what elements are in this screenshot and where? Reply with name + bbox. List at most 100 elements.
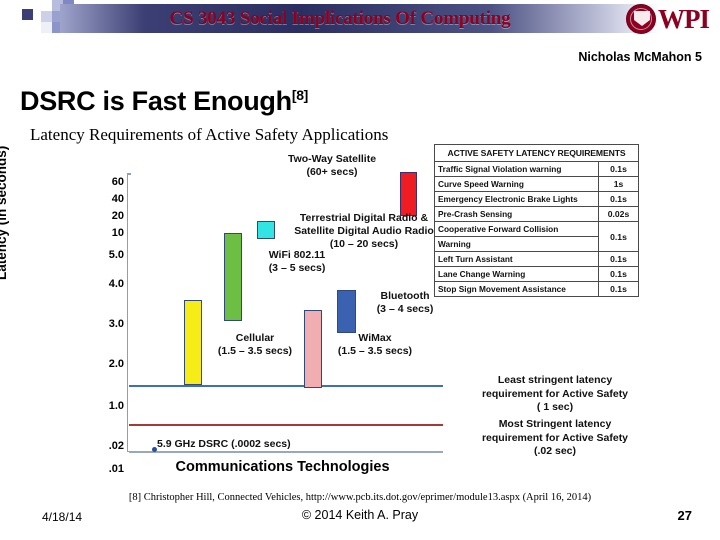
course-title: CS 3043 Social Implications Of Computing [169, 8, 511, 29]
wpi-seal-icon [626, 4, 656, 34]
bar-cellular [184, 300, 202, 385]
table-row: Left Turn Assistant 0.1s [434, 251, 639, 267]
decor-square [41, 11, 52, 22]
label-bluetooth-name: Bluetooth [380, 290, 430, 302]
x-axis-title: Communications Technologies [175, 459, 390, 475]
table-cell-name: Cooperative Forward Collision [434, 221, 599, 237]
label-wifi-name: WiFi 802.11 [268, 249, 326, 261]
axis-extension-line [129, 451, 443, 453]
table-cell-name: Curve Speed Warning [434, 176, 599, 192]
label-satellite-range: (60+ secs) [306, 166, 358, 178]
y-tick: 2.0 [108, 358, 124, 370]
label-wimax: WiMax (1.5 – 3.5 secs) [320, 332, 430, 358]
annotation-least-stringent: Least stringent latency requirement for … [455, 374, 655, 415]
page-title: DSRC is Fast Enough[8] [20, 86, 308, 117]
label-cellular: Cellular (1.5 – 3.5 secs) [200, 332, 310, 358]
dsrc-data-point [152, 447, 157, 452]
y-tick: .01 [108, 463, 124, 475]
table-row: Emergency Electronic Brake Lights 0.1s [434, 191, 639, 207]
footer-copyright: © 2014 Keith A. Pray [301, 508, 419, 522]
label-bluetooth-range: (3 – 4 secs) [376, 303, 434, 315]
bar-wifi-802-11 [224, 233, 242, 321]
table-cell-name: Traffic Signal Violation warning [434, 161, 599, 177]
figure-caption: Latency Requirements of Active Safety Ap… [30, 125, 389, 144]
most-stringent-threshold-line [129, 424, 443, 426]
table-row: Curve Speed Warning 1s [434, 176, 639, 192]
label-bluetooth: Bluetooth (3 – 4 secs) [357, 290, 453, 316]
decor-square [52, 11, 63, 22]
table-row: Cooperative Forward Collision 0.1s [434, 221, 639, 252]
label-radio-name-2: Satellite Digital Audio Radio [294, 225, 434, 237]
bar-two-way-satellite [400, 172, 417, 216]
footer-page-number: 27 [677, 508, 692, 523]
label-dsrc: 5.9 GHz DSRC (.0002 secs) [157, 438, 291, 450]
table-row: Traffic Signal Violation warning 0.1s [434, 161, 639, 177]
label-cellular-name: Cellular [235, 332, 275, 344]
decor-square [52, 0, 63, 11]
page-title-citation: [8] [291, 87, 309, 103]
table-header: ACTIVE SAFETY LATENCY REQUIREMENTS [434, 144, 639, 162]
table-cell-name: Emergency Electronic Brake Lights [434, 191, 599, 207]
header-banner: CS 3043 Social Implications Of Computing… [0, 0, 720, 40]
table-cell-value: 0.02s [598, 206, 639, 222]
annot-most-line2: requirement for Active Safety [481, 431, 629, 444]
table-cell-name: Stop Sign Movement Assistance [434, 281, 599, 297]
active-safety-latency-table: ACTIVE SAFETY LATENCY REQUIREMENTS Traff… [434, 144, 639, 297]
annot-most-line3: (.02 sec) [533, 445, 577, 457]
decor-square [22, 9, 33, 20]
table-cell-value: 0.1s [598, 161, 639, 177]
label-wifi-range: (3 – 5 secs) [268, 262, 326, 274]
table-cell-name: Warning [434, 236, 599, 252]
plot-top-edge [127, 173, 131, 175]
label-wifi-802-11: WiFi 802.11 (3 – 5 secs) [243, 249, 351, 275]
annot-least-line1: Least stringent latency [497, 374, 613, 386]
y-tick: 1.0 [108, 400, 124, 412]
label-radio-range: (10 – 20 secs) [329, 238, 399, 250]
table-cell-value: 0.1s [598, 266, 639, 282]
label-wimax-name: WiMax [358, 332, 392, 344]
header-banner-bar [60, 4, 660, 33]
y-axis-ticks: 60 40 20 10 5.0 4.0 3.0 2.0 1.0 .02 .01 [90, 174, 124, 475]
y-tick: 10 [111, 227, 124, 239]
annotation-most-stringent: Most Stringent latency requirement for A… [455, 418, 655, 459]
y-tick: 20 [111, 210, 124, 222]
label-terrestrial-satellite-radio: Terrestrial Digital Radio & Satellite Di… [281, 212, 447, 251]
label-wimax-range: (1.5 – 3.5 secs) [337, 345, 413, 357]
wpi-wordmark: WPI [658, 4, 710, 34]
table-cell-value: 0.1s [598, 251, 639, 267]
table-cell-value: 1s [598, 176, 639, 192]
label-satellite-name: Two-Way Satellite [287, 153, 377, 165]
table-header-row: ACTIVE SAFETY LATENCY REQUIREMENTS [434, 144, 639, 162]
y-tick: 60 [111, 176, 124, 188]
annot-least-line2: requirement for Active Safety [481, 387, 629, 400]
table-cell-value: 0.1s [598, 221, 639, 252]
y-tick: .02 [108, 440, 124, 452]
label-two-way-satellite: Two-Way Satellite (60+ secs) [272, 153, 392, 179]
label-radio-name-1: Terrestrial Digital Radio & [299, 212, 429, 224]
y-axis-title: Latency (in seconds) [0, 145, 9, 280]
least-stringent-threshold-line [129, 385, 443, 387]
table-row: Pre-Crash Sensing 0.02s [434, 206, 639, 222]
annot-least-line3: ( 1 sec) [536, 401, 574, 413]
y-tick: 40 [111, 193, 124, 205]
table-row: Stop Sign Movement Assistance 0.1s [434, 281, 639, 297]
footer-reference: [8] Christopher Hill, Connected Vehicles… [128, 492, 592, 503]
wpi-logo: WPI [626, 2, 714, 36]
y-tick: 5.0 [108, 249, 124, 261]
table-row: Lane Change Warning 0.1s [434, 266, 639, 282]
decor-square [52, 22, 63, 33]
latency-figure: Latency Requirements of Active Safety Ap… [0, 125, 720, 485]
bar-terrestrial-satellite-radio [257, 221, 275, 239]
bar-wimax [304, 310, 322, 388]
table-cell-value: 0.1s [598, 191, 639, 207]
footer-date: 4/18/14 [42, 510, 83, 524]
y-tick: 3.0 [108, 318, 124, 330]
bar-bluetooth [337, 290, 356, 333]
y-tick: 4.0 [108, 278, 124, 290]
decor-square [41, 22, 52, 33]
author-name: Nicholas McMahon 5 [578, 50, 702, 64]
table-cell-name: Left Turn Assistant [434, 251, 599, 267]
annot-most-line1: Most Stringent latency [498, 418, 612, 430]
page-title-text: DSRC is Fast Enough [20, 86, 292, 116]
table-cell-name: Pre-Crash Sensing [434, 206, 599, 222]
